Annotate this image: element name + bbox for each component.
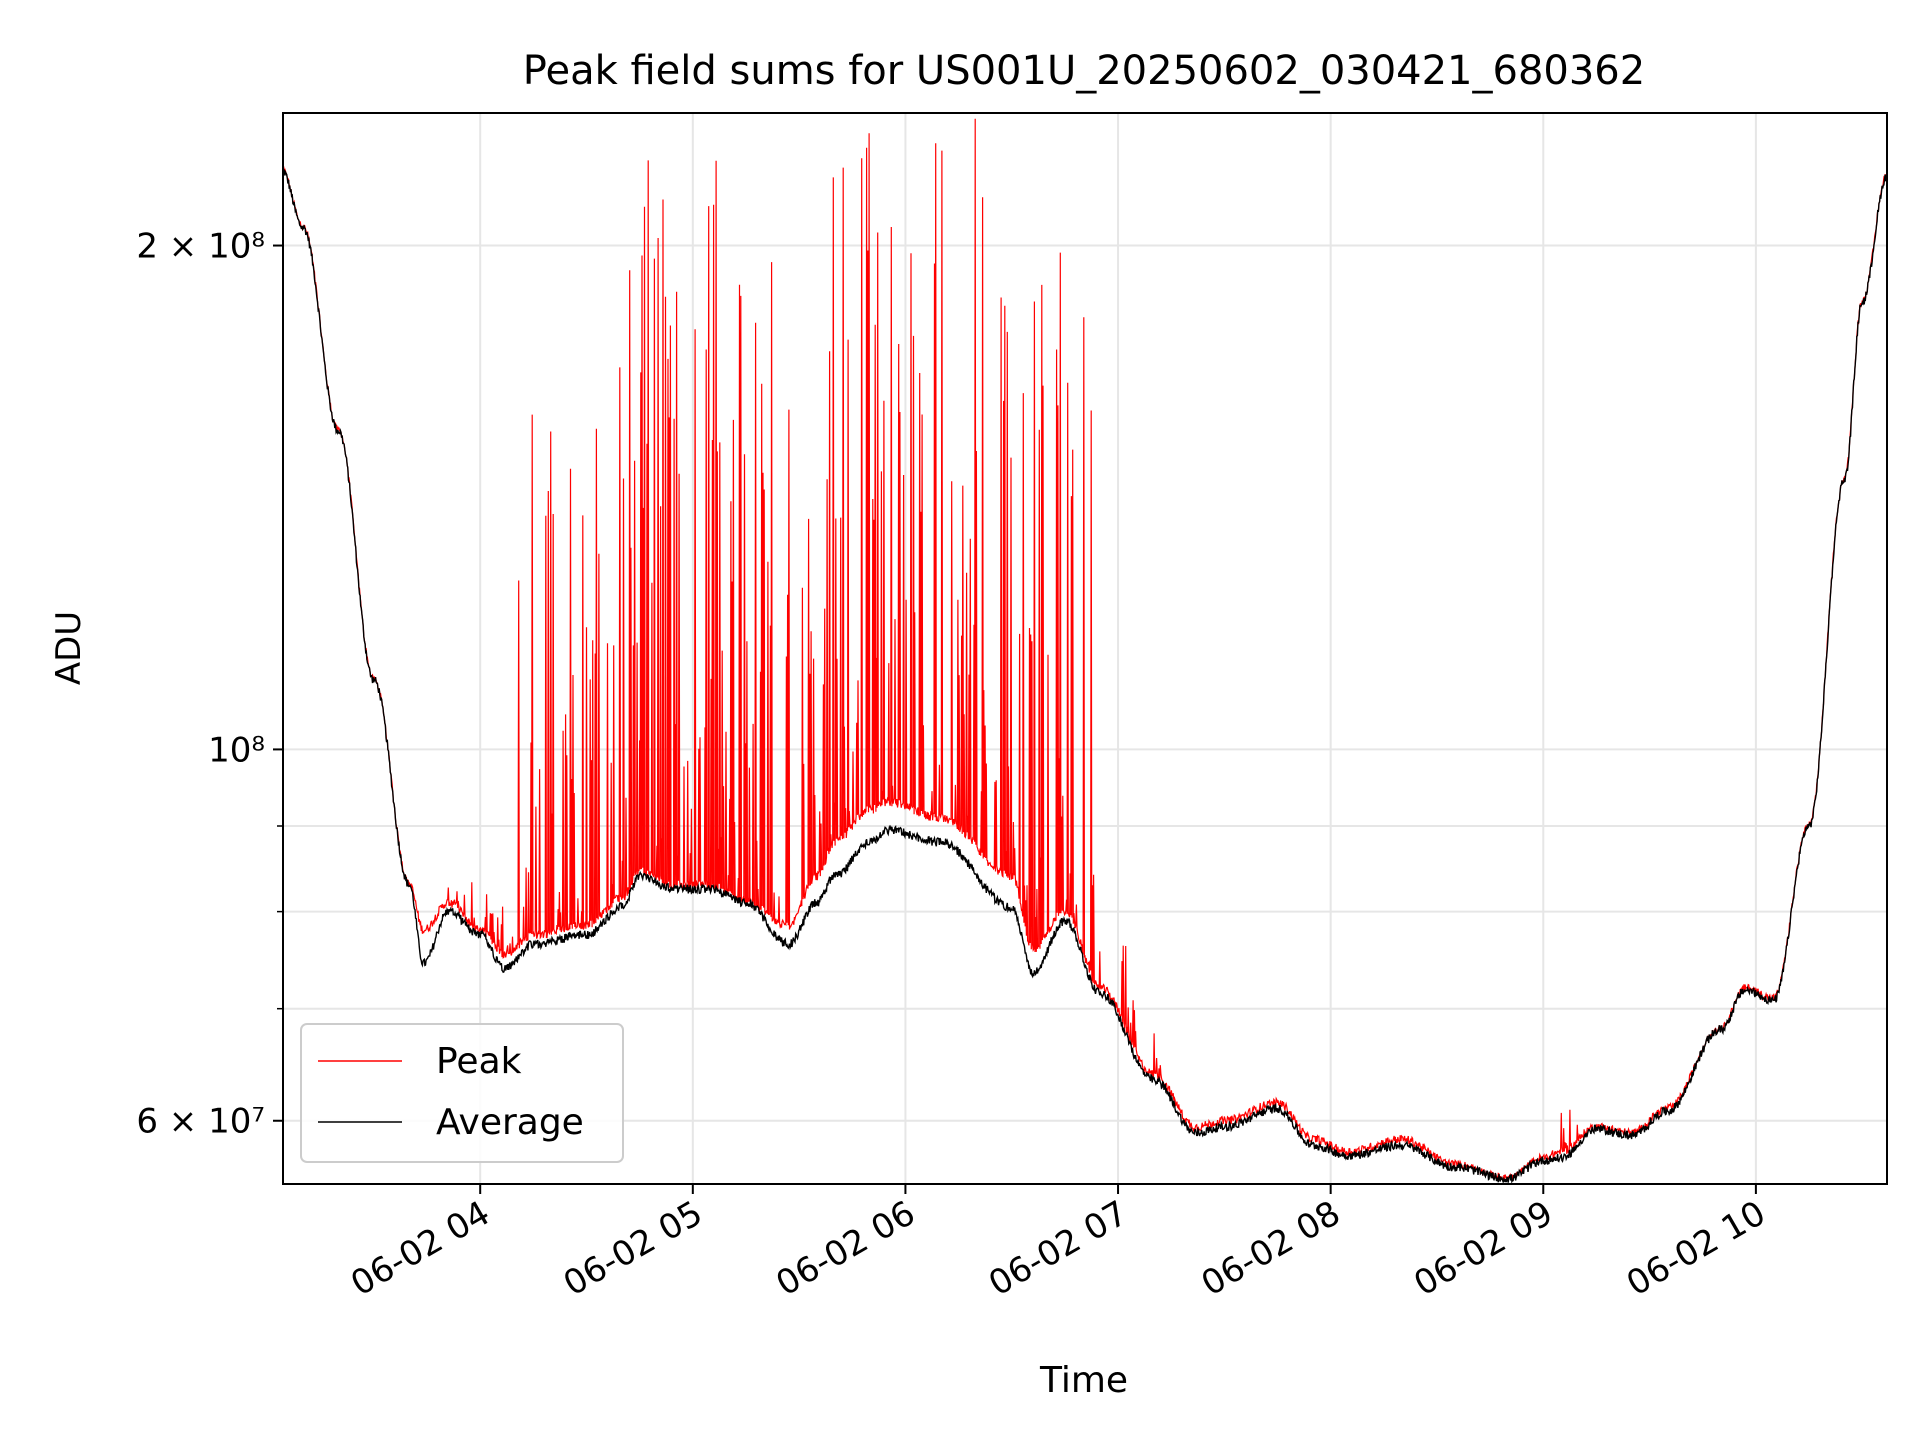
x-axis: 06-02 04 06-02 05 06-02 06 06-02 07 06-02 08… — [344, 1184, 1772, 1304]
legend-label-average: Average — [436, 1102, 584, 1143]
series-peak-line — [283, 118, 1887, 1183]
x-tick-label: 06-02 06 — [770, 1193, 922, 1304]
y-axis: 6 × 10⁷ 10⁸ 2 × 10⁸ — [136, 227, 283, 1142]
x-tick-label: 06-02 07 — [982, 1193, 1134, 1304]
plot-frame — [282, 112, 1888, 1185]
series-average-line — [283, 168, 1887, 1184]
x-tick-label: 06-02 08 — [1195, 1193, 1347, 1304]
y-tick-label: 10⁸ — [208, 730, 265, 770]
y-tick-label: 6 × 10⁷ — [136, 1102, 265, 1142]
x-tick-label: 06-02 10 — [1620, 1193, 1772, 1304]
series-layer — [283, 118, 1887, 1184]
chart-title: Peak field sums for US001U_20250602_0304… — [523, 48, 1645, 94]
legend-box — [300, 1023, 624, 1163]
x-axis-label: Time — [1039, 1360, 1128, 1401]
legend-label-peak: Peak — [436, 1041, 522, 1082]
y-axis-label: ADU — [49, 611, 89, 685]
y-tick-label: 2 × 10⁸ — [136, 227, 265, 267]
x-tick-label: 06-02 04 — [344, 1193, 496, 1304]
x-tick-label: 06-02 05 — [557, 1193, 709, 1304]
x-tick-label: 06-02 09 — [1407, 1193, 1559, 1304]
legend: Peak Average — [300, 1023, 624, 1163]
